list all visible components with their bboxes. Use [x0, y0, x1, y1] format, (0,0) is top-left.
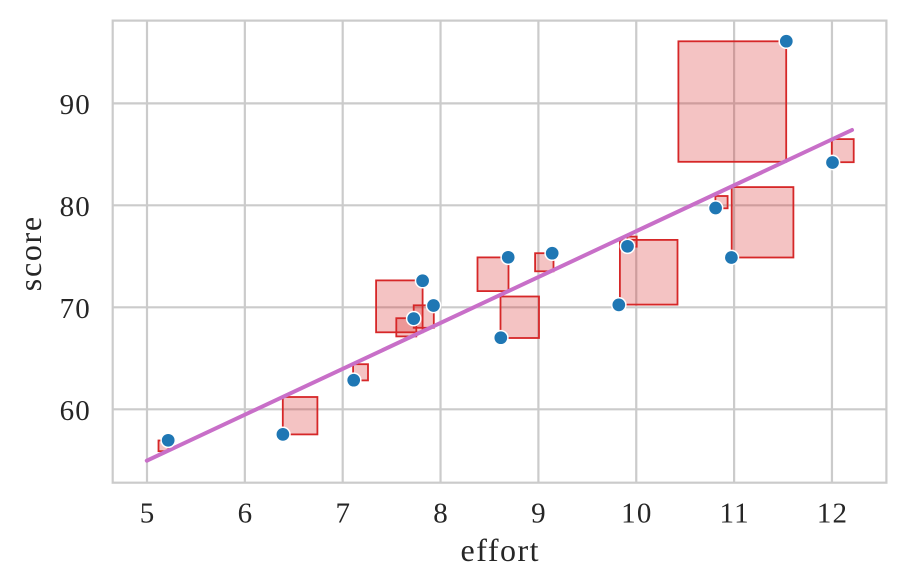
- svg-text:11: 11: [720, 498, 750, 530]
- svg-text:60: 60: [60, 395, 91, 427]
- svg-text:10: 10: [621, 498, 652, 530]
- svg-text:6: 6: [238, 498, 253, 530]
- svg-text:effort: effort: [461, 532, 540, 568]
- svg-text:8: 8: [433, 498, 448, 530]
- svg-text:12: 12: [817, 498, 848, 530]
- svg-text:5: 5: [140, 498, 155, 530]
- svg-text:7: 7: [335, 498, 350, 530]
- svg-text:score: score: [12, 215, 48, 291]
- svg-text:9: 9: [531, 498, 546, 530]
- svg-text:70: 70: [60, 293, 91, 325]
- svg-text:90: 90: [60, 89, 91, 121]
- svg-text:80: 80: [60, 191, 91, 223]
